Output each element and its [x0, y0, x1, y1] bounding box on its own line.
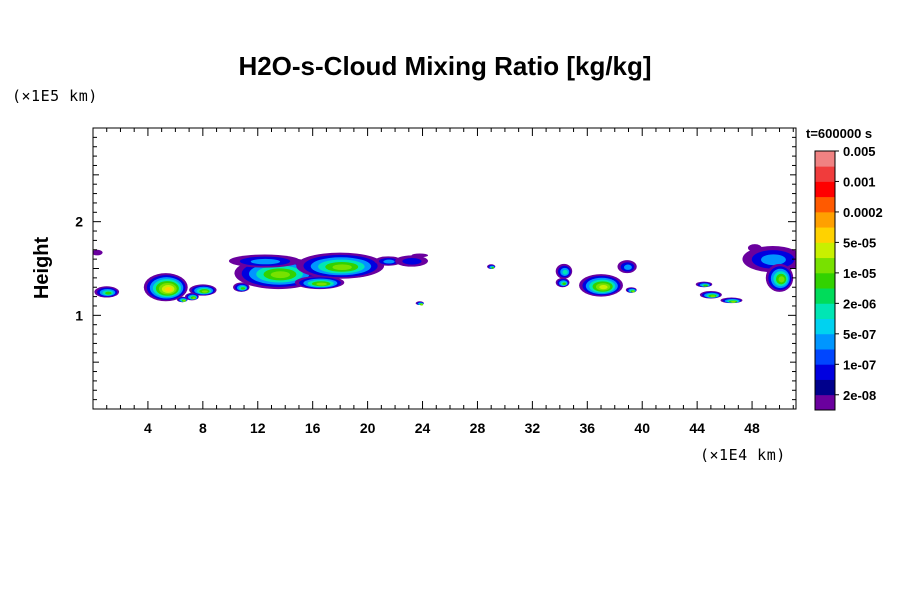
cloud-contour — [192, 297, 196, 300]
colorbar-label: 2e-06 — [843, 296, 876, 311]
x-tick-label: 12 — [250, 420, 266, 436]
cloud-contour — [420, 303, 423, 306]
x-tick-label: 4 — [144, 420, 152, 436]
cloud-contour — [240, 287, 246, 290]
colorbar-swatch — [815, 181, 835, 198]
colorbar-frame — [814, 150, 836, 411]
cloud-contour — [731, 300, 736, 303]
colorbar-swatch — [815, 211, 835, 228]
colorbar-swatch — [815, 242, 835, 259]
cloud-contour — [105, 291, 112, 295]
colorbar-swatch — [815, 318, 835, 335]
cloud-contour — [491, 266, 494, 269]
cloud-contour — [316, 282, 327, 286]
cloud-contour — [402, 258, 422, 265]
cloud-contour — [93, 249, 103, 256]
time-label: t=600000 s — [806, 126, 872, 141]
x-tick-label: 16 — [305, 420, 321, 436]
y-scale-label: (×1E5 km) — [12, 87, 98, 105]
x-tick-label: 40 — [634, 420, 650, 436]
colorbar-label: 0.0002 — [843, 205, 883, 220]
cloud-contour — [332, 264, 352, 271]
cloud-contour — [562, 269, 568, 275]
colorbar-swatch — [815, 166, 835, 182]
cloud-contour — [270, 271, 290, 279]
x-tick-label: 48 — [744, 420, 760, 436]
cloud-field — [93, 244, 796, 306]
cloud-contour — [632, 290, 635, 293]
cloud-contour — [761, 254, 786, 266]
y-axis-label: Height — [31, 237, 53, 300]
colorbar-swatch — [815, 196, 835, 213]
colorbar-swatch — [815, 394, 835, 411]
cloud-contour — [183, 299, 186, 302]
chart-title: H2O-s-Cloud Mixing Ratio [kg/kg] — [238, 51, 651, 81]
colorbar-swatch — [815, 379, 835, 396]
cloud-contour — [778, 276, 785, 283]
colorbar-swatch — [815, 272, 835, 289]
colorbar-swatch — [815, 227, 835, 243]
cloud-contour — [562, 282, 566, 285]
cloud-contour — [703, 284, 708, 287]
y-tick-label: 2 — [75, 214, 83, 230]
cloud-contour — [747, 244, 762, 252]
x-tick-label: 20 — [360, 420, 376, 436]
x-tick-label: 36 — [580, 420, 596, 436]
colorbar-swatch — [815, 303, 835, 319]
colorbar-label: 2e-08 — [843, 388, 876, 403]
cloud-contour — [250, 258, 281, 265]
cloud-contour — [411, 253, 429, 258]
x-scale-label: (×1E4 km) — [700, 446, 786, 464]
colorbar-label: 1e-05 — [843, 266, 876, 281]
colorbar-swatch — [815, 151, 835, 167]
cloud-contour — [599, 285, 608, 290]
colorbar: 2e-08 1e-07 5e-07 2e-06 1e-05 5e-05 0.0002 0.00… — [814, 144, 883, 411]
cloud-contour — [164, 286, 173, 292]
cloud-contour — [383, 259, 395, 264]
colorbar-label: 0.005 — [843, 144, 876, 159]
colorbar-label: 5e-05 — [843, 235, 876, 250]
x-tick-label: 24 — [415, 420, 431, 436]
cloud-contour — [201, 290, 208, 293]
x-tick-label: 32 — [525, 420, 541, 436]
x-tick-label: 28 — [470, 420, 486, 436]
y-tick-label: 1 — [75, 307, 83, 323]
plot-frame — [92, 127, 797, 410]
colorbar-swatch — [815, 288, 835, 304]
colorbar-label: 1e-07 — [843, 357, 876, 372]
cloud-contour — [623, 264, 632, 270]
colorbar-label: 0.001 — [843, 174, 876, 189]
x-tick-label: 44 — [689, 420, 705, 436]
colorbar-label: 5e-07 — [843, 327, 876, 342]
cloud-contour — [710, 295, 716, 298]
colorbar-swatch — [815, 333, 835, 350]
x-tick-label: 8 — [199, 420, 207, 436]
colorbar-swatch — [815, 349, 835, 365]
colorbar-swatch — [815, 364, 835, 380]
colorbar-swatch — [815, 257, 835, 274]
